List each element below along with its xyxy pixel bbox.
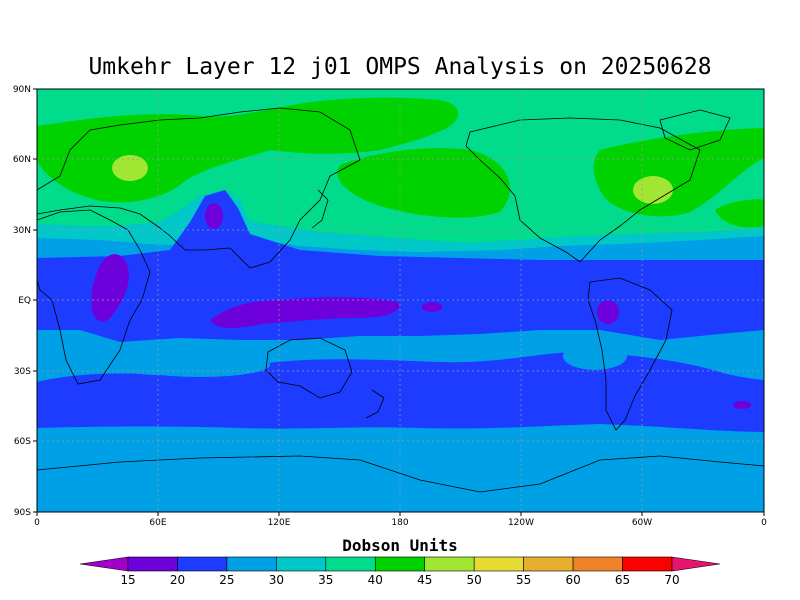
colorbar-level-label: 60 (565, 573, 580, 587)
colorbar-box (325, 556, 376, 572)
band-45-europe-edge (715, 199, 764, 228)
band-20-tibet (205, 203, 223, 229)
colorbar-box (226, 556, 277, 572)
coast-south-america (587, 277, 673, 431)
band-50-central-asia (112, 155, 148, 181)
band-45-arctic (250, 97, 459, 140)
coast-australia (265, 337, 353, 399)
band-45-pacific (337, 148, 510, 218)
colorbar-level-label: 70 (664, 573, 679, 587)
band-30-hole-indian (130, 353, 270, 377)
colorbar-level-label: 55 (516, 573, 531, 587)
lon-label-60w: 60W (632, 518, 652, 528)
coast-north-america (465, 117, 701, 263)
band-50-north-america (633, 176, 673, 204)
band-25-tropics (37, 190, 764, 342)
coast-greenland (659, 109, 731, 151)
lat-label-90s: 90S (14, 508, 31, 518)
colorbar-level-label: 50 (467, 573, 482, 587)
coast-africa (37, 209, 151, 385)
colorbar-level-label: 25 (219, 573, 234, 587)
coast-new-zealand (365, 389, 385, 419)
ozone-contour-field (37, 89, 764, 512)
lat-label-30s: 30S (14, 367, 31, 377)
graticule (37, 89, 764, 512)
colorbar-box (473, 556, 524, 572)
band-20-pacific-small (422, 302, 442, 312)
lat-label-eq: EQ (18, 296, 31, 306)
lon-label-0-east: 0 (761, 518, 767, 528)
lon-label-120w: 120W (508, 518, 534, 528)
band-30-hole-pacific (563, 342, 627, 370)
colorbar-level-label: 35 (318, 573, 333, 587)
colorbar-level-label: 20 (170, 573, 185, 587)
band-20-maritime (210, 297, 400, 328)
colorbar-level-label: 65 (615, 573, 630, 587)
colorbar-box (424, 556, 475, 572)
colorbar-title: Dobson Units (342, 536, 458, 555)
colorbar-box (523, 556, 574, 572)
colorbar-over-triangle (671, 556, 721, 572)
band-20-south-atlantic (733, 401, 751, 409)
band-30-hole-east (718, 333, 764, 380)
colorbar-box (127, 556, 178, 572)
coast-antarctica (37, 455, 764, 493)
colorbar-box (374, 556, 426, 572)
coast-japan (311, 189, 329, 229)
axis-ticks (33, 88, 765, 516)
coast-eurasia (37, 107, 361, 269)
map-title: Umkehr Layer 12 j01 OMPS Analysis on 202… (88, 54, 712, 80)
colorbar-level-label: 15 (120, 573, 135, 587)
lat-label-90n: 90N (13, 85, 31, 95)
colorbar-box (177, 556, 228, 572)
band-20-south-america (597, 300, 619, 324)
lon-label-60e: 60E (149, 518, 166, 528)
lon-label-180: 180 (391, 518, 408, 528)
colorbar-box (622, 556, 673, 572)
lat-label-60n: 60N (13, 155, 31, 165)
colorbar-level-label: 45 (417, 573, 432, 587)
lon-label-120e: 120E (268, 518, 291, 528)
colorbar-level-label: 30 (269, 573, 284, 587)
colorbar: 15 20 25 30 35 40 45 50 55 60 65 70 (79, 556, 721, 587)
lat-label-30n: 30N (13, 226, 31, 236)
colorbar-under-triangle (79, 556, 129, 572)
colorbar-level-label: 40 (368, 573, 383, 587)
lon-label-0-west: 0 (34, 518, 40, 528)
colorbar-box (276, 556, 327, 572)
colorbar-box (572, 556, 623, 572)
lat-label-60s: 60S (14, 437, 31, 447)
coastlines (37, 107, 764, 493)
band-20-africa (91, 254, 129, 322)
